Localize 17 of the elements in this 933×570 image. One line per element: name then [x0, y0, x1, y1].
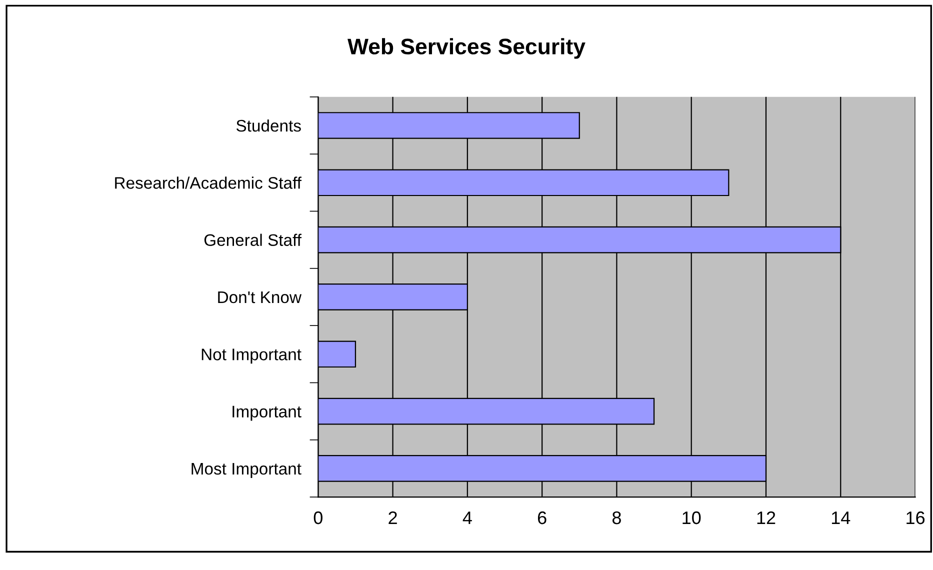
x-tick-label: 6 — [538, 511, 546, 524]
x-tick-label: 0 — [314, 511, 322, 524]
x-tick-label: 10 — [682, 511, 701, 524]
y-tick-label: Research/Academic Staff — [115, 176, 302, 189]
y-tick-label: Most Important — [192, 463, 302, 478]
x-tick-label: 14 — [832, 512, 850, 524]
x-tick-label: 8 — [612, 511, 621, 524]
y-tick-label: Important — [232, 406, 302, 421]
y-tick-label: General Staff — [204, 234, 302, 246]
x-tick-label: 12 — [757, 511, 776, 524]
chart-title: Web Services Security — [348, 38, 586, 59]
y-tick-label: Not Important — [202, 348, 302, 364]
x-tick-label: 16 — [906, 511, 925, 524]
y-tick-label: Students — [236, 119, 301, 132]
x-tick-label: 4 — [462, 512, 472, 524]
y-tick-label: Don't Know — [218, 292, 302, 304]
x-tick-label: 2 — [388, 511, 397, 524]
